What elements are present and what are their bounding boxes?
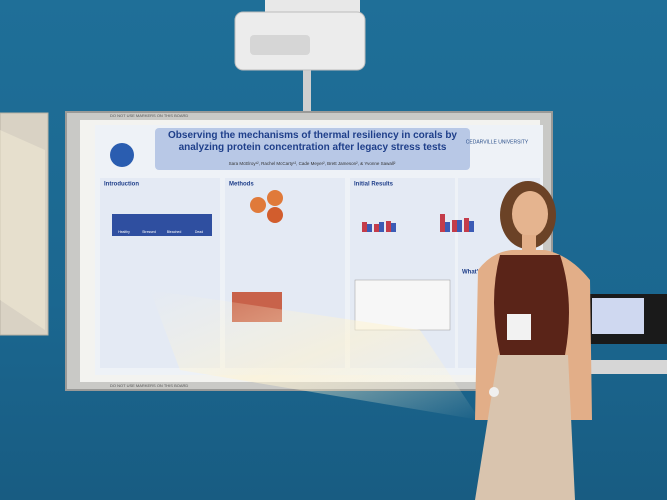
section-heading: Initial Results [354, 182, 394, 188]
projector-pole [303, 60, 311, 115]
board-notice: DO NOT USE MARKERS ON THIS BOARD [110, 383, 188, 388]
result-chart [362, 214, 469, 232]
sunlight [0, 130, 45, 330]
coral-label: Stressed [142, 230, 156, 234]
line-plot [354, 279, 451, 331]
poster-title: Observing the mechanisms of thermal resi… [168, 130, 457, 153]
logo-text: CEDARVILLE UNIVERSITY [466, 139, 529, 145]
watch [489, 387, 499, 397]
sunlight [150, 290, 480, 420]
coral-strip [112, 214, 212, 236]
section-heading: Methods [229, 182, 254, 188]
title-banner [155, 128, 470, 170]
sample-icon [267, 207, 283, 223]
coral-label: Dead [195, 230, 203, 234]
coral-label: Bleached [167, 230, 182, 234]
top [494, 255, 569, 355]
section-heading: Introduction [104, 182, 139, 188]
sample-icon [250, 197, 266, 213]
title-box: Observing the mechanisms of thermal resi… [168, 130, 457, 153]
logo-left [110, 143, 134, 167]
desk [580, 360, 667, 374]
monitor-screen [592, 298, 644, 334]
pants [475, 355, 575, 500]
face [512, 191, 548, 237]
name-badge [507, 314, 531, 340]
sample-icon [267, 190, 283, 206]
result-chart [367, 220, 474, 232]
projector-lens [250, 35, 310, 55]
poster-authors: Sara McElroy¹², Rachel McCarty¹², Cade M… [229, 161, 396, 166]
coral-label: Healthy [118, 230, 130, 234]
neck [522, 235, 536, 253]
side-board [0, 112, 49, 336]
board-notice: DO NOT USE MARKERS ON THIS BOARD [110, 113, 188, 118]
